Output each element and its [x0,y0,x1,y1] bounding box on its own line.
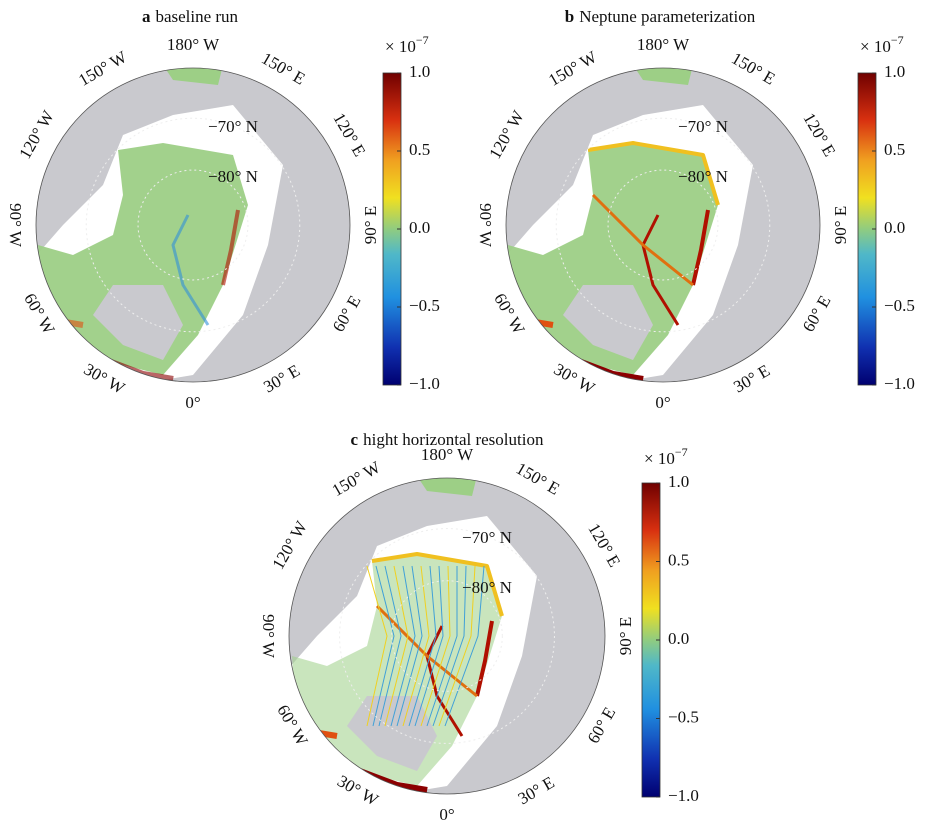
lat-label: −80° N [678,167,728,186]
exponent-power: −7 [416,33,429,47]
lon-label: 150° E [513,459,563,499]
lat-label: −70° N [678,117,728,136]
lon-label: 150° W [329,457,385,500]
lon-label: 150° E [728,49,778,89]
colorbar-tick-label: 1.0 [409,62,430,81]
colorbar-tick-label: 0.0 [409,218,430,237]
colorbar-tick-label: 0.0 [668,629,689,648]
lon-label: 30° W [334,771,382,810]
panel: b Neptune parameterization 180° W 150° E 120… [476,7,915,412]
lon-label: 150° W [545,47,601,90]
colorbar-tick-label: 0.5 [409,140,430,159]
colorbar-exponent: × 10−7 [644,445,688,468]
lon-label: 150° E [258,49,308,89]
lon-label: 120° W [268,517,311,573]
colorbar-tick-label: −0.5 [884,296,915,315]
panel-label: c [351,430,359,449]
map [498,65,820,385]
lon-label: 60° E [584,704,620,747]
lon-label: 60° E [329,292,365,335]
lon-label: 90° W [476,203,495,248]
panel-title-text: baseline run [155,7,238,26]
lon-label: 180° W [421,445,474,464]
lon-label: 120° E [799,110,839,160]
colorbar-tick-label: −1.0 [884,374,915,393]
lon-label: 30° E [515,773,558,809]
lon-label: 90° E [831,206,850,244]
lat-label: −70° N [462,528,512,547]
colorbar-tick-label: 1.0 [668,472,689,491]
lon-label: 150° W [75,47,131,90]
panel-label: b [565,7,574,26]
colorbar-tick-label: −0.5 [668,707,699,726]
colorbar-tick-label: 0.5 [668,550,689,569]
exponent-power: −7 [891,33,904,47]
map [282,476,605,796]
lon-label: 120° E [584,520,624,570]
colorbar-tick-label: −0.5 [409,296,440,315]
figure: abaseline run 180° W 150° E 120° E 90° E 60° … [0,0,926,823]
lon-label: 180° W [637,35,690,54]
lon-label: 90° W [259,614,278,659]
panel-title-text: Neptune parameterization [579,7,756,26]
colorbar-tick-label: −1.0 [409,374,440,393]
lon-label: 90° E [361,206,380,244]
map [28,65,350,385]
lon-label: 90° E [616,617,635,655]
lon-label: 120° W [15,106,58,162]
colorbar-tick-label: 0.0 [884,218,905,237]
lat-label: −80° N [462,578,512,597]
exponent-base: × 10 [860,37,891,56]
lat-label: −80° N [208,167,258,186]
lon-label: 30° E [260,361,303,397]
panel-title: b Neptune parameterization [565,7,756,26]
panel-label: a [142,7,151,26]
exponent-base: × 10 [644,449,675,468]
lon-label: 30° E [730,361,773,397]
lon-label: 30° W [551,359,599,398]
lon-label: 180° W [167,35,220,54]
lat-label: −70° N [208,117,258,136]
colorbar-tick-label: 0.5 [884,140,905,159]
colorbar-exponent: × 10−7 [385,33,429,56]
colorbar-tick-label: 1.0 [884,62,905,81]
lon-label: 0° [439,805,454,823]
exponent-power: −7 [675,445,688,459]
lon-label: 60° E [799,292,835,335]
lon-label: 90° W [6,203,25,248]
exponent-base: × 10 [385,37,416,56]
lon-label: 0° [655,393,670,412]
lon-label: 120° E [329,110,369,160]
lon-label: 30° W [81,359,129,398]
colorbar-exponent: × 10−7 [860,33,904,56]
colorbar-tick-label: −1.0 [668,786,699,805]
lon-label: 0° [185,393,200,412]
lon-label: 120° W [485,106,528,162]
